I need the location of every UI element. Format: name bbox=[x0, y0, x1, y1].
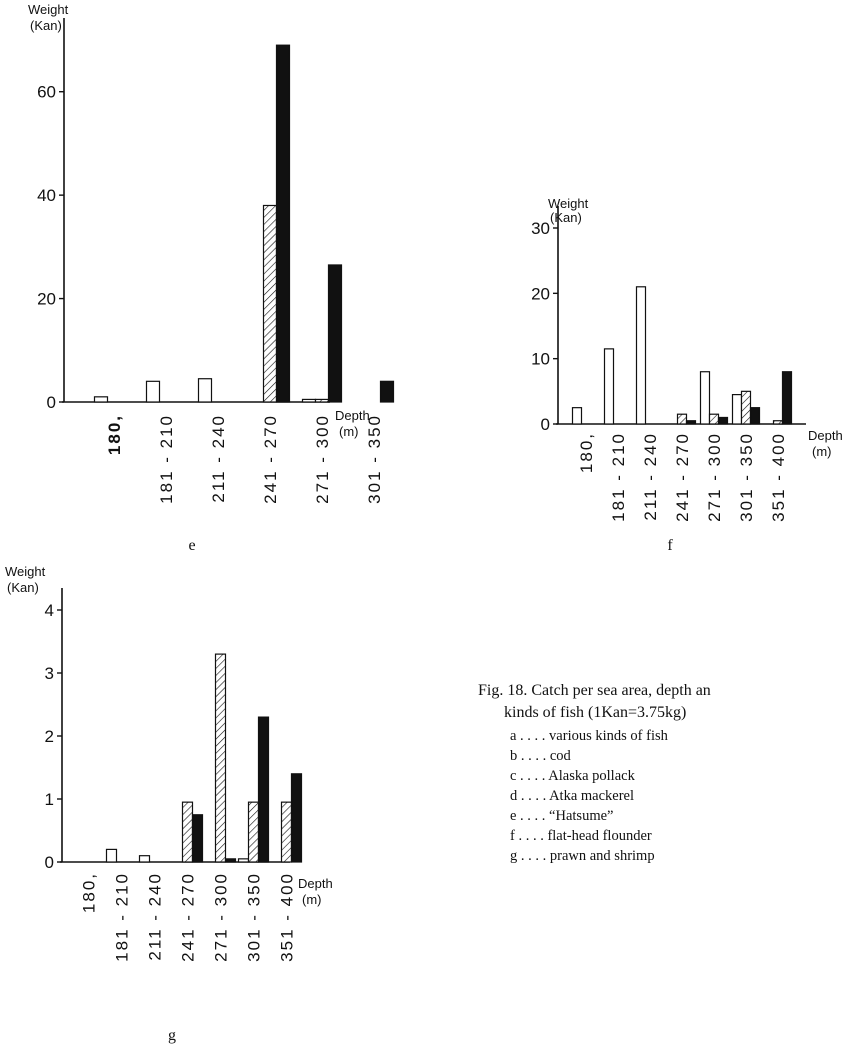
panel-label: g bbox=[168, 1027, 176, 1044]
bar-open bbox=[731, 394, 743, 425]
x-axis-label: Depth bbox=[335, 408, 370, 423]
bar-open bbox=[699, 371, 711, 425]
y-tick-label: 20 bbox=[37, 290, 56, 309]
x-category-label: 351 - 400 bbox=[769, 432, 788, 522]
bar-solid bbox=[257, 716, 270, 863]
y-tick-label: 30 bbox=[531, 219, 550, 238]
bar-open bbox=[197, 378, 213, 403]
legend-item: d . . . . Atka mackerel bbox=[510, 788, 635, 804]
y-tick-label: 0 bbox=[45, 853, 54, 872]
legend-item: g . . . . prawn and shrimp bbox=[510, 848, 655, 864]
x-category-label: 181 - 210 bbox=[157, 414, 176, 504]
caption-title-cont: kinds of fish (1Kan=3.75kg) bbox=[504, 704, 687, 721]
chart-e: 0 20 40 60 Weight(Kan) Depth(m) 180, 181 - 210 2… bbox=[28, 2, 395, 554]
bar-hatched bbox=[772, 420, 784, 425]
figure-caption: Fig. 18. Catch per sea area, depth an ki… bbox=[478, 682, 711, 868]
x-category-label: 180, bbox=[105, 414, 124, 455]
bar-hatched bbox=[740, 390, 752, 425]
caption-title: Fig. 18. Catch per sea area, depth an bbox=[478, 682, 711, 699]
x-category-label: 211 - 240 bbox=[146, 872, 165, 961]
x-category-label: 181 - 210 bbox=[113, 872, 132, 962]
bar-solid bbox=[379, 380, 395, 403]
y-tick-label: 20 bbox=[531, 284, 550, 303]
x-axis-label: Depth bbox=[298, 876, 333, 891]
y-axis-label-unit: (Kan) bbox=[30, 18, 62, 33]
legend-item: c . . . . Alaska pollack bbox=[510, 768, 635, 784]
x-category-label: 301 - 350 bbox=[737, 432, 756, 522]
x-category-label: 301 - 350 bbox=[365, 414, 384, 504]
y-tick-label: 4 bbox=[45, 601, 54, 620]
bar-hatched bbox=[262, 204, 278, 403]
x-category-label: 211 - 240 bbox=[641, 432, 660, 521]
x-category-label: 271 - 300 bbox=[212, 872, 231, 962]
y-axis-label-unit: (Kan) bbox=[550, 210, 582, 225]
y-tick-label: 3 bbox=[45, 664, 54, 683]
bar-hatched bbox=[708, 413, 720, 425]
x-axis-label-unit: (m) bbox=[302, 892, 322, 907]
bar-open bbox=[105, 848, 118, 863]
legend-list: a . . . . various kinds of fish b . . . … bbox=[510, 728, 711, 865]
bar-solid bbox=[191, 814, 204, 863]
bar-hatched bbox=[676, 413, 688, 425]
bar-solid bbox=[290, 773, 303, 863]
y-tick-label: 0 bbox=[541, 415, 550, 434]
bar-solid bbox=[224, 858, 237, 863]
x-category-label: 271 - 300 bbox=[705, 432, 724, 522]
bar-open bbox=[145, 380, 161, 403]
bar-solid bbox=[327, 264, 343, 403]
bar-solid bbox=[275, 44, 291, 403]
bar-hatched bbox=[247, 801, 260, 863]
x-category-label: 241 - 270 bbox=[179, 872, 198, 962]
bar-solid bbox=[685, 420, 697, 425]
x-category-label: 301 - 350 bbox=[245, 872, 264, 962]
x-category-label: 241 - 270 bbox=[673, 432, 692, 522]
legend-item: e . . . . “Hatsume” bbox=[510, 808, 614, 824]
bar-hatched bbox=[214, 653, 227, 863]
bar-open bbox=[237, 858, 250, 863]
bar-solid bbox=[717, 416, 729, 425]
y-tick-label: 0 bbox=[47, 393, 56, 412]
y-tick-label: 1 bbox=[45, 790, 54, 809]
bar-open bbox=[93, 396, 109, 403]
chart-g: 0 1 2 3 4 Weight(Kan) Depth(m) 180, 181 - 210 211… bbox=[5, 564, 333, 1044]
legend-item: b . . . . cod bbox=[510, 748, 571, 764]
legend-item: a . . . . various kinds of fish bbox=[510, 728, 668, 744]
y-axis-label-unit: (Kan) bbox=[7, 580, 39, 595]
x-category-label: 271 - 300 bbox=[313, 414, 332, 504]
bar-open bbox=[571, 407, 583, 425]
x-axis-label-unit: (m) bbox=[339, 424, 359, 439]
x-category-label: 180, bbox=[80, 872, 99, 913]
x-category-label: 211 - 240 bbox=[209, 414, 228, 503]
x-category-label: 181 - 210 bbox=[609, 432, 628, 522]
bar-open bbox=[603, 348, 615, 425]
bar-hatched bbox=[181, 801, 194, 863]
panel-label: e bbox=[188, 537, 195, 554]
bar-open bbox=[138, 855, 151, 863]
y-tick-label: 10 bbox=[531, 350, 550, 369]
x-category-label: 180, bbox=[577, 432, 596, 473]
bar-open bbox=[635, 286, 647, 425]
bar-open bbox=[301, 398, 317, 403]
x-axis-label-unit: (m) bbox=[812, 444, 832, 459]
y-tick-label: 40 bbox=[37, 186, 56, 205]
y-axis-label: Weight bbox=[548, 196, 589, 211]
bar-hatched bbox=[314, 398, 330, 403]
y-axis-label: Weight bbox=[28, 2, 69, 17]
bar-solid bbox=[749, 407, 761, 425]
y-tick-label: 60 bbox=[37, 83, 56, 102]
bar-hatched bbox=[280, 801, 293, 863]
x-category-label: 241 - 270 bbox=[261, 414, 280, 504]
panel-label: f bbox=[667, 537, 673, 554]
x-axis-label: Depth bbox=[808, 428, 843, 443]
y-tick-label: 2 bbox=[45, 727, 54, 746]
y-axis-label: Weight bbox=[5, 564, 46, 579]
bar-solid bbox=[781, 371, 793, 425]
chart-f: 0 10 20 30 Weight(Kan) Depth(m) 180, 181 - 210 2… bbox=[531, 196, 843, 554]
legend-item: f . . . . flat-head flounder bbox=[510, 828, 652, 844]
x-category-label: 351 - 400 bbox=[278, 872, 297, 962]
